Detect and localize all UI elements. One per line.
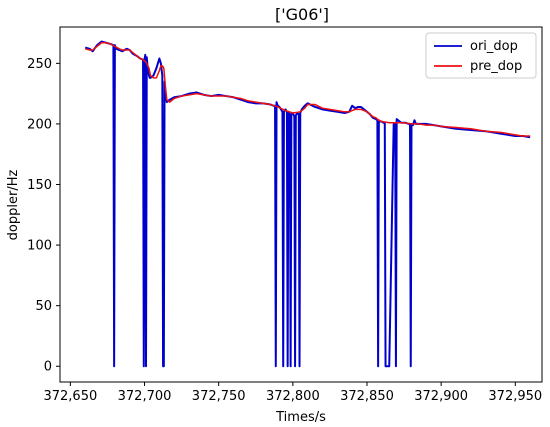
x-tick-label: 372,900: [414, 389, 468, 404]
y-axis-title: doppler/Hz: [6, 170, 21, 241]
x-tick-label: 372,850: [340, 389, 394, 404]
y-tick-label: 50: [35, 299, 52, 314]
chart-title: ['G06']: [275, 5, 329, 24]
y-tick-label: 200: [27, 117, 52, 132]
legend: ori_dop pre_dop: [425, 32, 537, 79]
plot-frame: [59, 26, 543, 383]
x-tick-label: 372,650: [43, 389, 97, 404]
x-axis: 372,650 372,700 372,750 372,800 372,850 372,9…: [43, 382, 542, 404]
y-tick-label: 0: [44, 360, 52, 375]
series-line-pre-dop: [85, 42, 531, 137]
x-tick-label: 372,950: [488, 389, 542, 404]
x-tick-label: 372,800: [266, 389, 320, 404]
y-tick-label: 100: [27, 239, 52, 254]
y-tick-label: 250: [27, 57, 52, 72]
series-line-ori-dop: [84, 40, 531, 368]
legend-label-pre-dop: pre_dop: [470, 59, 522, 74]
y-tick-label: 150: [27, 178, 52, 193]
y-axis: 0 50 100 150 200 250: [27, 57, 60, 375]
plot-lines: [84, 40, 531, 368]
x-tick-label: 372,700: [118, 389, 172, 404]
legend-label-ori-dop: ori_dop: [470, 39, 518, 54]
x-axis-title: Times/s: [275, 410, 326, 425]
x-tick-label: 372,750: [192, 389, 246, 404]
